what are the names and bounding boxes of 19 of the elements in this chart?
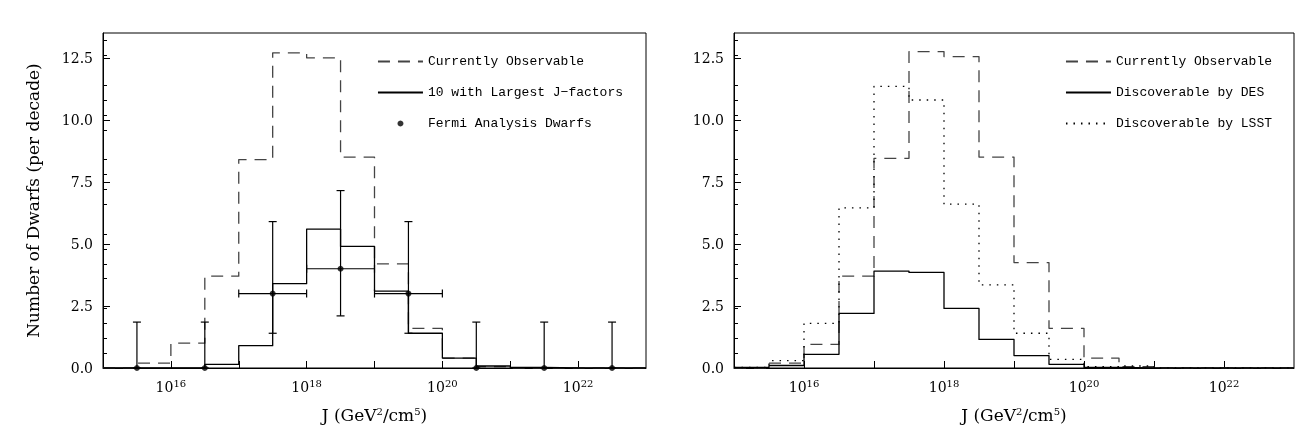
y-tick-label: 0.0 [70,360,93,376]
y-tick-label: 12.5 [692,49,724,66]
y-tick-label: 12.5 [61,49,93,66]
legend-label: Currently Observable [1115,54,1273,69]
y-tick-label: 7.5 [701,173,724,190]
y-tick-label: 5.0 [701,235,724,252]
legend-label: Fermi Analysis Dwarfs [427,116,592,131]
y-tick-label: 2.5 [701,297,724,314]
y-axis-title: Number of Dwarfs (per decade) [22,63,43,338]
legend-label: 10 with Largest J−factors [427,85,624,100]
legend-label: Discoverable by LSST [1115,116,1273,131]
y-tick-label: 10.0 [692,111,724,128]
y-tick-label: 7.5 [70,173,93,190]
legend-label: Currently Observable [427,54,584,69]
y-tick-label: 10.0 [61,111,93,128]
y-tick-label: 0.0 [701,360,724,376]
y-tick-label: 2.5 [70,297,93,314]
legend-label: Discoverable by DES [1115,85,1265,100]
y-tick-label: 5.0 [70,235,93,252]
